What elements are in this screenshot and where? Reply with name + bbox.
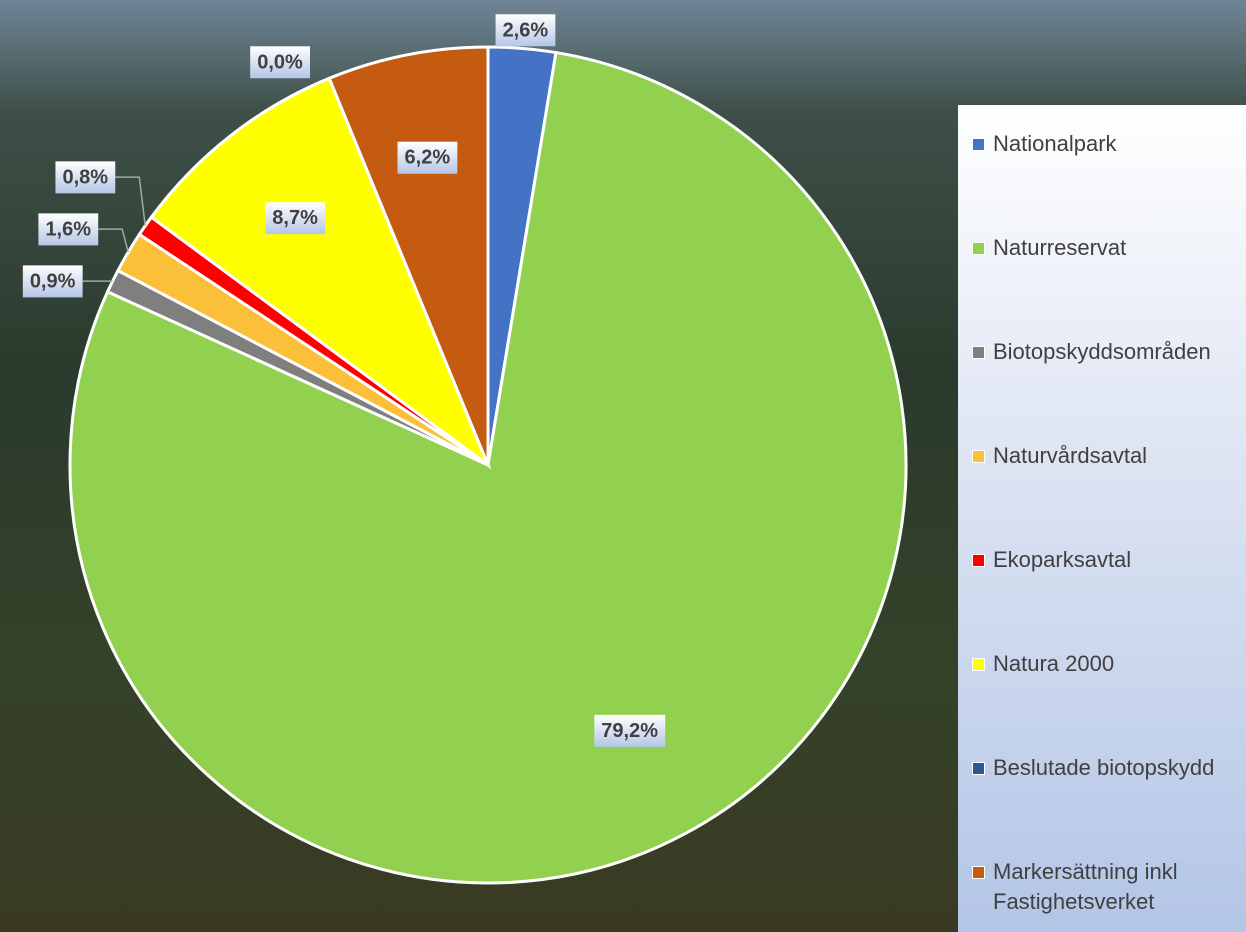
legend: Nationalpark Naturreservat Biotopskyddsomr… xyxy=(958,105,1246,932)
leader-line xyxy=(115,176,147,226)
leader-line xyxy=(98,228,129,253)
legend-item: Beslutade biotopskydd xyxy=(972,753,1234,783)
data-label-box xyxy=(495,14,556,47)
data-label: 0,8% xyxy=(62,166,108,188)
data-label-box xyxy=(22,265,83,298)
data-label-box xyxy=(594,714,666,747)
data-label: 79,2% xyxy=(601,720,658,742)
data-label-box xyxy=(397,141,458,174)
legend-label: Markersättning inkl Fastighetsverket xyxy=(993,859,1178,914)
legend-swatch xyxy=(972,450,985,463)
data-label: 0,9% xyxy=(30,270,76,292)
legend-swatch xyxy=(972,138,985,151)
legend-swatch xyxy=(972,658,985,671)
data-label: 0,0% xyxy=(257,51,303,73)
legend-item: Natura 2000 xyxy=(972,649,1234,679)
data-label: 8,7% xyxy=(272,207,318,229)
data-label-box xyxy=(250,46,311,79)
legend-label: Nationalpark xyxy=(993,131,1117,156)
legend-label: Natura 2000 xyxy=(993,651,1115,676)
legend-item: Nationalpark xyxy=(972,129,1234,159)
data-label-box xyxy=(38,213,99,246)
legend-label: Biotopskyddsområden xyxy=(993,339,1211,364)
pie-slice xyxy=(149,76,492,470)
pie-slice xyxy=(68,50,908,885)
legend-label: Naturreservat xyxy=(993,235,1127,260)
data-label: 2,6% xyxy=(503,19,549,41)
legend-item: Naturvårdsavtal xyxy=(972,441,1234,471)
legend-swatch xyxy=(972,242,985,255)
legend-swatch xyxy=(972,346,985,359)
data-label: 1,6% xyxy=(45,218,91,240)
data-label-box xyxy=(265,202,326,235)
data-label: 6,2% xyxy=(405,147,451,169)
legend-label: Ekoparksavtal xyxy=(993,547,1132,572)
legend-label: Beslutade biotopskydd xyxy=(993,755,1215,780)
legend-item: Naturreservat xyxy=(972,233,1234,263)
legend-swatch xyxy=(972,554,985,567)
legend-item: Biotopskyddsområden xyxy=(972,337,1234,367)
legend-label: Naturvårdsavtal xyxy=(993,443,1148,468)
data-label-box xyxy=(55,161,116,194)
legend-swatch xyxy=(972,866,985,879)
legend-item: Ekoparksavtal xyxy=(972,545,1234,575)
legend-swatch xyxy=(972,762,985,775)
legend-item: Markersättning inkl Fastighetsverket xyxy=(972,857,1234,917)
